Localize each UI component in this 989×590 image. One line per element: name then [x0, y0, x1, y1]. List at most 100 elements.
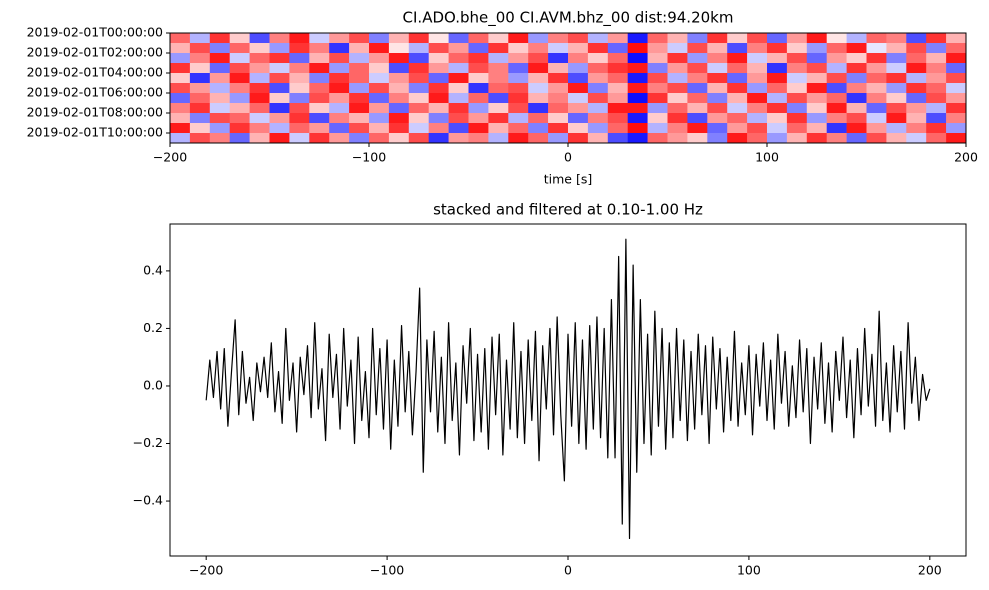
heat-cell: [926, 53, 947, 64]
heat-cell: [428, 103, 449, 114]
x-tick-label: 100: [737, 563, 761, 578]
heat-cell: [846, 123, 867, 134]
heat-cell: [548, 103, 569, 114]
heat-cell: [249, 103, 270, 114]
heat-cell: [846, 133, 867, 144]
heat-cell: [229, 133, 250, 144]
heat-cell: [269, 33, 290, 44]
heat-cell: [309, 73, 330, 84]
heat-cell: [826, 53, 847, 64]
heat-cell: [289, 93, 310, 104]
heat-cell: [189, 113, 211, 124]
heat-cell: [707, 43, 728, 54]
heat-cell: [269, 73, 290, 84]
heat-cell: [627, 113, 648, 124]
heat-cell: [388, 53, 410, 64]
heat-cell: [508, 43, 529, 54]
heat-cell: [587, 73, 609, 84]
heat-cell: [249, 93, 270, 104]
heat-cell: [329, 33, 350, 44]
heat-cell: [428, 33, 449, 44]
heat-cell: [508, 103, 529, 114]
heat-cell: [727, 93, 748, 104]
heat-cell: [786, 103, 808, 114]
heat-cell: [349, 83, 370, 94]
heat-cell: [767, 103, 788, 114]
heat-cell: [607, 33, 628, 44]
heat-cell: [548, 83, 569, 94]
heat-cell: [408, 53, 429, 64]
heat-cell: [747, 123, 768, 134]
heat-cell: [747, 33, 768, 44]
heat-cell: [627, 123, 648, 134]
heat-cell: [747, 113, 768, 124]
heat-cell: [946, 43, 967, 54]
heat-cell: [289, 133, 310, 144]
heat-cell: [289, 53, 310, 64]
heat-cell: [369, 123, 390, 134]
heat-cell: [607, 83, 628, 94]
heat-cell: [189, 93, 211, 104]
heat-cell: [568, 103, 589, 114]
heat-cell: [667, 93, 688, 104]
y-tick-label: 2019-02-01T02:00:00: [27, 45, 163, 60]
heat-cell: [826, 43, 847, 54]
heat-cell: [388, 103, 410, 114]
heat-cell: [548, 93, 569, 104]
heat-cell: [667, 43, 688, 54]
heat-cell: [428, 63, 449, 74]
heat-cell: [448, 83, 469, 94]
heat-cell: [667, 53, 688, 64]
heat-cell: [786, 93, 808, 104]
heat-cell: [488, 123, 509, 134]
heat-cell: [926, 103, 947, 114]
heat-cell: [329, 63, 350, 74]
heat-cell: [786, 53, 808, 64]
heat-cell: [209, 93, 230, 104]
heat-cell: [209, 53, 230, 64]
heat-cell: [846, 113, 867, 124]
heat-cell: [926, 93, 947, 104]
y-tick-label: −0.2: [133, 435, 163, 450]
heat-cell: [747, 103, 768, 114]
heat-cell: [607, 73, 628, 84]
heat-cell: [866, 93, 887, 104]
heat-cell: [309, 123, 330, 134]
heat-cell: [209, 43, 230, 54]
heat-cell: [946, 133, 967, 144]
heat-cell: [568, 33, 589, 44]
heat-cell: [707, 63, 728, 74]
heat-cell: [826, 83, 847, 94]
heat-cell: [468, 123, 489, 134]
heat-cell: [189, 83, 211, 94]
heat-cell: [289, 83, 310, 94]
heat-cell: [170, 53, 191, 64]
heat-cell: [846, 83, 867, 94]
heat-cell: [488, 83, 509, 94]
heat-cell: [866, 103, 887, 114]
heat-cell: [249, 73, 270, 84]
heat-cell: [408, 43, 429, 54]
heat-cell: [289, 73, 310, 84]
heat-cell: [806, 133, 827, 144]
heat-cell: [647, 63, 668, 74]
heat-cell: [886, 93, 907, 104]
heat-cell: [627, 83, 648, 94]
y-tick-label: 0.0: [143, 377, 163, 392]
heat-cell: [229, 63, 250, 74]
heat-cell: [647, 43, 668, 54]
heat-cell: [528, 93, 549, 104]
heat-cell: [786, 123, 808, 134]
heat-cell: [667, 133, 688, 144]
heat-cell: [189, 63, 211, 74]
heat-cell: [189, 53, 211, 64]
heat-cell: [289, 103, 310, 114]
heat-cell: [826, 123, 847, 134]
heat-cell: [846, 33, 867, 44]
heat-cell: [269, 63, 290, 74]
heat-cell: [369, 53, 390, 64]
heat-cell: [468, 33, 489, 44]
heat-cell: [627, 43, 648, 54]
heat-cell: [747, 73, 768, 84]
heat-cell: [806, 113, 827, 124]
